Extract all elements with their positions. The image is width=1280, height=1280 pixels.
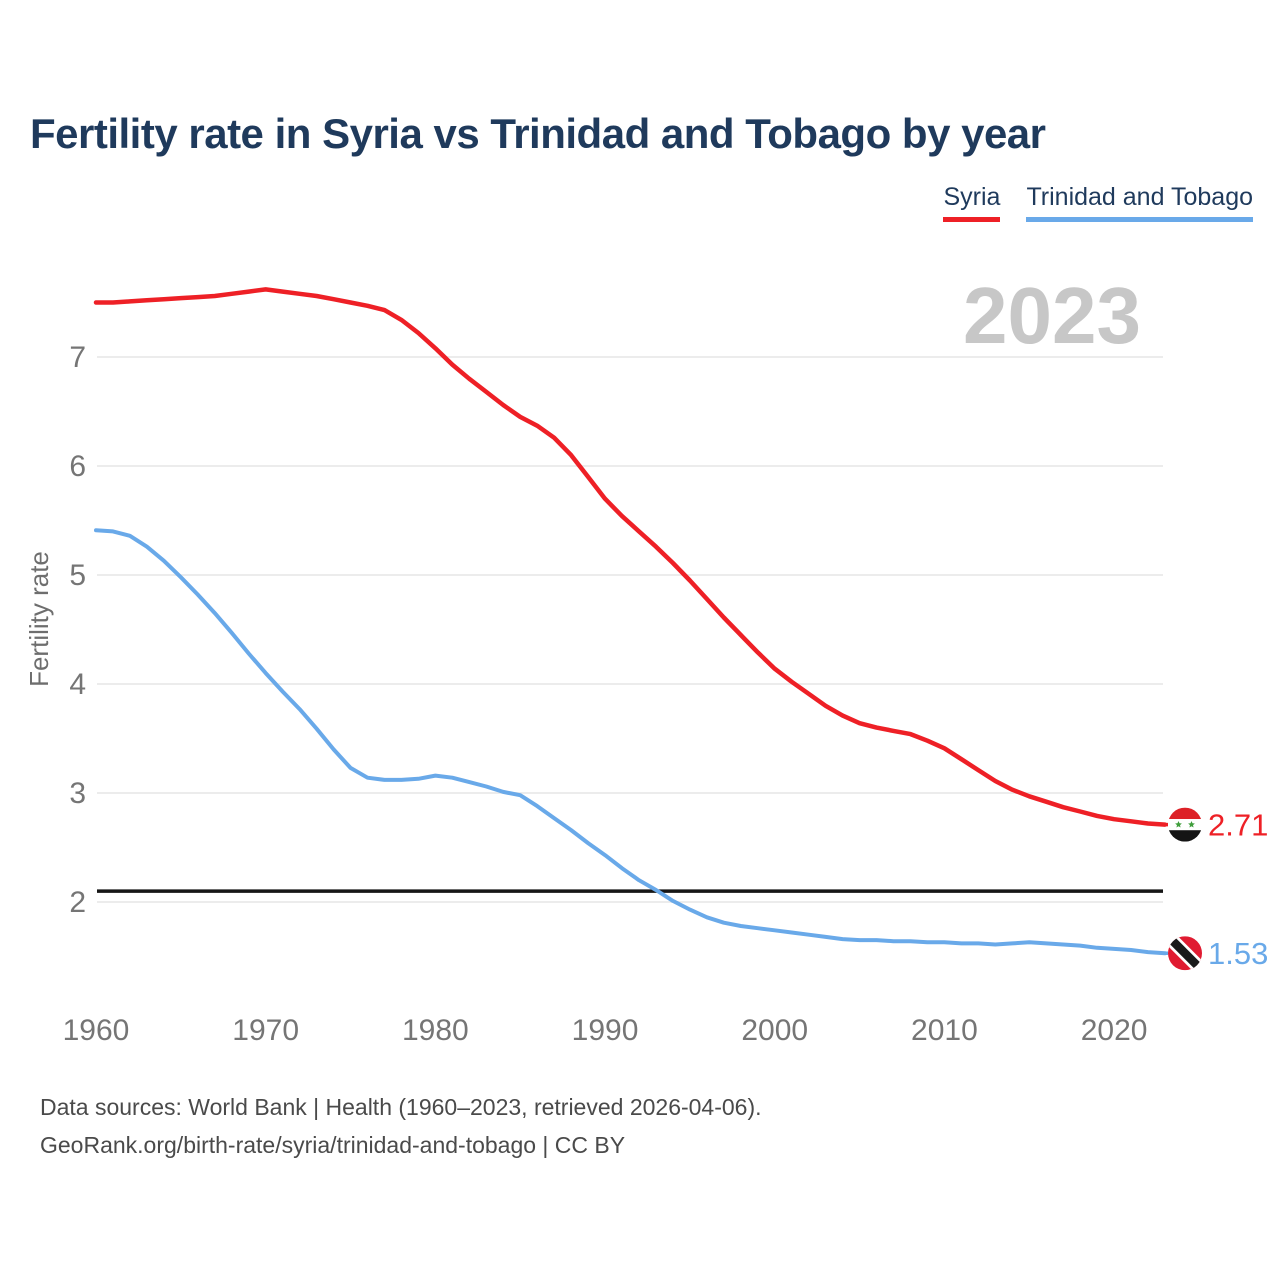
watermark-year: 2023 (963, 271, 1141, 360)
svg-text:1980: 1980 (402, 1014, 469, 1047)
svg-text:6: 6 (69, 450, 86, 483)
license-line: GeoRank.org/birth-rate/syria/trinidad-an… (40, 1132, 626, 1158)
legend-item-syria: Syria (943, 183, 1001, 222)
legend: Syria Trinidad and Tobago (943, 183, 1253, 222)
x-axis-tick-labels: 1960 1970 1980 1990 2000 2010 2020 (63, 1014, 1148, 1047)
svg-text:2: 2 (69, 886, 86, 919)
trinidad-and-tobago-end-value: 1.53 (1208, 936, 1268, 971)
svg-text:4: 4 (69, 668, 86, 701)
svg-text:5: 5 (69, 559, 86, 592)
syria-series-line (93, 287, 1168, 827)
svg-text:1960: 1960 (63, 1014, 130, 1047)
svg-text:2010: 2010 (911, 1014, 978, 1047)
svg-text:1970: 1970 (232, 1014, 299, 1047)
svg-text:2020: 2020 (1081, 1014, 1148, 1047)
trinidad-and-tobago-series-line (94, 528, 1167, 956)
syria-end-value: 2.71 (1208, 808, 1268, 843)
gridlines (97, 356, 1163, 903)
svg-text:3: 3 (69, 777, 86, 810)
syria-flag-icon (1168, 807, 1202, 842)
y-axis-label: Fertility rate (24, 551, 54, 687)
svg-text:1990: 1990 (572, 1014, 639, 1047)
svg-text:7: 7 (69, 341, 86, 374)
chart-title: Fertility rate in Syria vs Trinidad and … (30, 110, 1046, 157)
y-axis-tick-labels: 7 6 5 4 3 2 (69, 341, 86, 919)
legend-item-trinidad-and-tobago: Trinidad and Tobago (1026, 183, 1253, 222)
source-attribution: Data sources: World Bank | Health (1960–… (40, 1088, 762, 1164)
trinidad-and-tobago-flag-icon (1168, 936, 1202, 971)
svg-text:2000: 2000 (741, 1014, 808, 1047)
data-sources-line: Data sources: World Bank | Health (1960–… (40, 1094, 762, 1120)
